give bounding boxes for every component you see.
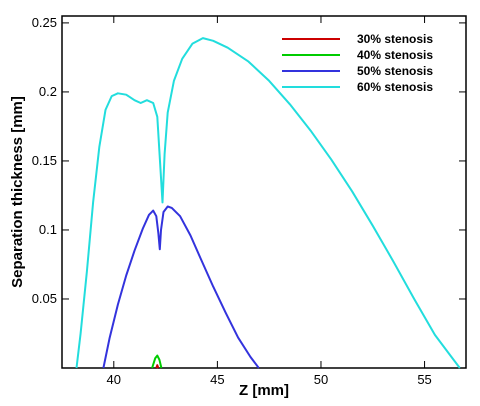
plot-frame bbox=[61, 15, 467, 369]
y-tick-label-1: 0.05 bbox=[32, 291, 57, 306]
y-tick-label-3: 0.15 bbox=[32, 153, 57, 168]
legend: 30% stenosis 40% stenosis 50% stenosis 60% … bbox=[282, 32, 433, 94]
legend-label-3: 50% stenosis bbox=[357, 64, 433, 78]
y-tick-label-2: 0.1 bbox=[39, 222, 57, 237]
legend-label-2: 40% stenosis bbox=[357, 48, 433, 62]
series-line-1 bbox=[155, 364, 160, 369]
x-axis-title: Z [mm] bbox=[239, 382, 289, 399]
y-tick-label-5: 0.25 bbox=[32, 15, 57, 30]
y-tick-label-4: 0.2 bbox=[39, 84, 57, 99]
legend-label-4: 60% stenosis bbox=[357, 80, 433, 94]
y-axis-title: Separation thickness [mm] bbox=[9, 96, 26, 288]
legend-label-1: 30% stenosis bbox=[357, 32, 433, 46]
series-line-3 bbox=[102, 205, 260, 369]
y-axis-ticks: 0.05 0.1 0.15 0.2 0.25 bbox=[32, 15, 466, 306]
x-tick-label-1: 40 bbox=[107, 372, 121, 387]
x-axis-ticks: 40 45 50 55 bbox=[107, 16, 432, 387]
series-line-2 bbox=[151, 354, 163, 369]
x-tick-label-3: 50 bbox=[314, 372, 328, 387]
series-layer bbox=[75, 37, 461, 369]
series-line-4 bbox=[75, 37, 461, 369]
x-tick-label-4: 55 bbox=[417, 372, 431, 387]
x-tick-label-2: 45 bbox=[210, 372, 224, 387]
